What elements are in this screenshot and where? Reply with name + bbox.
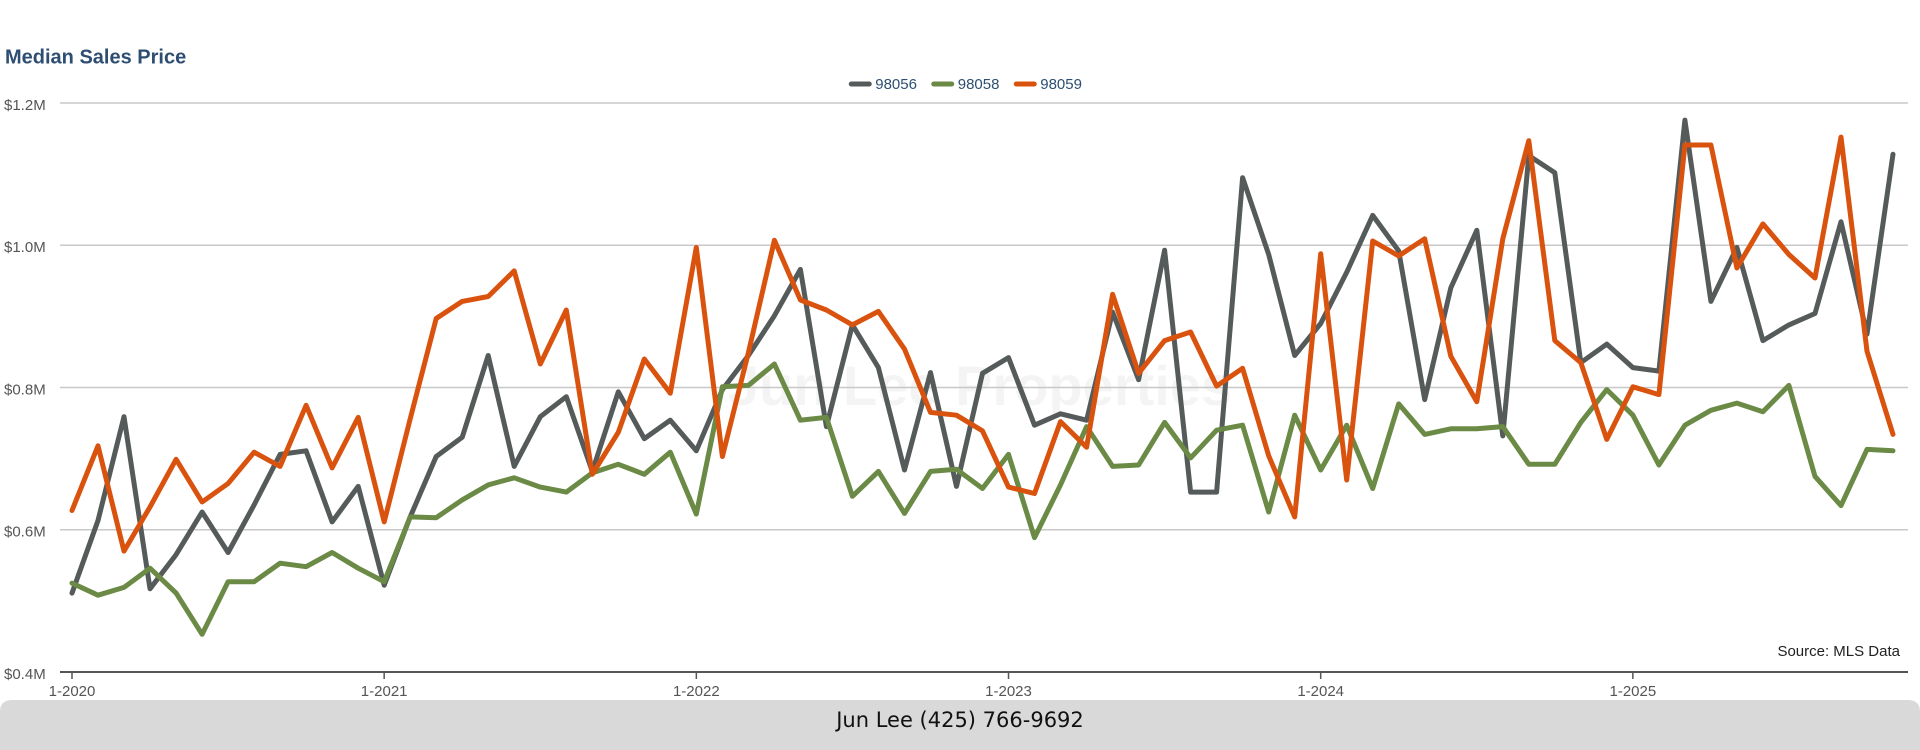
y-tick-label: $1.0M	[4, 239, 46, 256]
y-tick-label: $1.2M	[4, 97, 46, 114]
footer-band	[0, 700, 1920, 750]
y-tick-label: $0.8M	[4, 381, 46, 398]
x-tick-label: 1-2023	[985, 683, 1032, 700]
footer-text: Jun Lee (425) 766-9692	[834, 708, 1084, 732]
x-tick-label: 1-2020	[49, 683, 96, 700]
series-line	[69, 361, 1896, 637]
y-tick-label: $0.6M	[4, 524, 46, 541]
y-tick-label: $0.4M	[4, 666, 46, 683]
x-tick-label: 1-2022	[673, 683, 720, 700]
series-line	[69, 117, 1896, 596]
x-tick-label: 1-2025	[1609, 683, 1656, 700]
x-tick-label: 1-2024	[1297, 683, 1344, 700]
legend-label: 98056	[875, 76, 917, 93]
source-note: Source: MLS Data	[1777, 643, 1900, 660]
legend-label: 98059	[1040, 76, 1082, 93]
series-line	[69, 134, 1896, 554]
legend-label: 98058	[958, 76, 1000, 93]
x-tick-label: 1-2021	[361, 683, 408, 700]
chart-title: Median Sales Price	[5, 46, 186, 68]
